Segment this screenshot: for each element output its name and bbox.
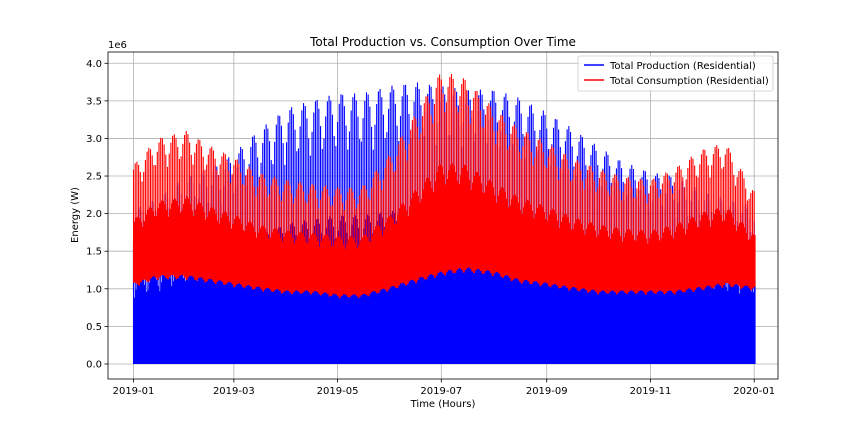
- y-tick-label: 3.0: [86, 134, 102, 145]
- y-tick-label: 1.5: [86, 247, 102, 258]
- x-tick-label: 2019-09: [526, 386, 568, 397]
- y-offset-label: 1e6: [108, 40, 127, 51]
- y-tick-label: 0.0: [86, 359, 102, 370]
- x-tick-label: 2019-07: [420, 386, 462, 397]
- legend: Total Production (Residential) Total Con…: [577, 55, 774, 92]
- x-tick-label: 2019-03: [213, 386, 255, 397]
- legend-label-consumption: Total Consumption (Residential): [609, 76, 769, 87]
- chart-title: Total Production vs. Consumption Over Ti…: [309, 35, 576, 49]
- y-axis-label: Energy (W): [70, 187, 81, 243]
- y-tick-label: 0.5: [86, 322, 102, 333]
- legend-label-production: Total Production (Residential): [609, 61, 756, 72]
- x-tick-label: 2020-01: [733, 386, 775, 397]
- series-line-consumption: [132, 74, 756, 299]
- y-tick-label: 4.0: [86, 59, 102, 70]
- y-tick-label: 2.5: [86, 172, 102, 183]
- y-tick-label: 3.5: [86, 96, 102, 107]
- y-tick-label: 1.0: [86, 284, 102, 295]
- series-layer: [132, 74, 756, 364]
- x-tick-label: 2019-05: [317, 386, 359, 397]
- legend-box: [577, 55, 774, 92]
- x-ticks: 2019-01 2019-03 2019-05 2019-07 2019-09 2019-…: [113, 379, 775, 397]
- x-axis-label: Time (Hours): [410, 399, 476, 410]
- x-tick-label: 2019-11: [630, 386, 672, 397]
- x-tick-label: 2019-01: [113, 386, 155, 397]
- y-ticks: 0.0 0.5 1.0 1.5 2.0 2.5 3.0 3.5 4.0: [86, 59, 108, 370]
- y-tick-label: 2.0: [86, 209, 102, 220]
- plot-frame: [107, 51, 779, 380]
